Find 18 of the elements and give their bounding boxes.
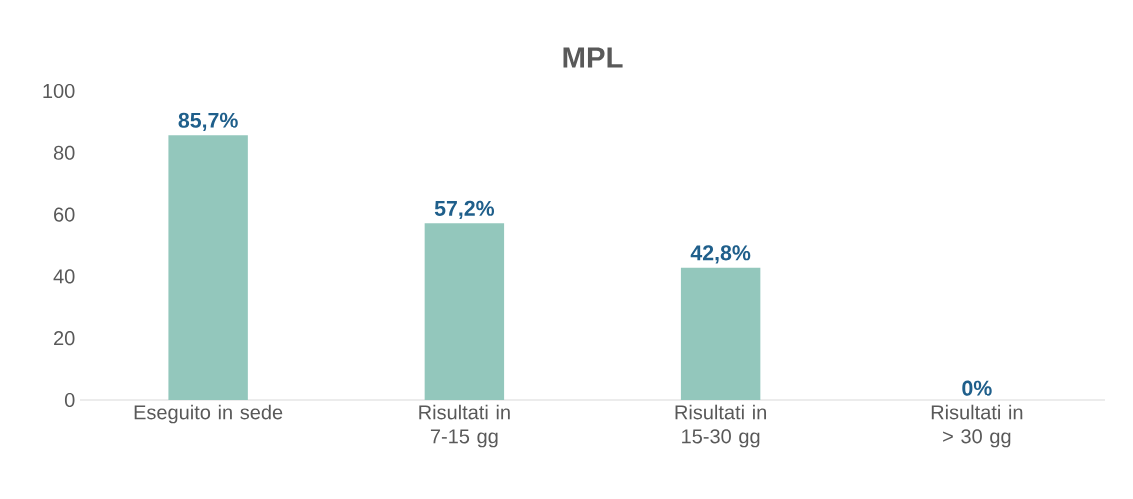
chart-title: MPL	[563, 47, 623, 68]
data-label: 0%	[962, 380, 992, 396]
bar	[680, 267, 761, 400]
y-tick-label: 40	[53, 269, 75, 284]
y-tick-label: 20	[54, 331, 75, 346]
y-tick-label: 100	[43, 83, 75, 99]
x-tick-label: Risultati in > 30 gg	[931, 404, 1023, 448]
y-tick-label: 0	[64, 392, 75, 408]
y-tick-label: 80	[53, 145, 75, 160]
x-tick-label: Risultati in 7-15 gg	[419, 404, 510, 448]
data-label: 42,8%	[690, 245, 751, 264]
bar	[424, 223, 505, 400]
y-tick-label: 60	[54, 207, 75, 222]
data-label: 57,2%	[434, 200, 495, 219]
x-tick-label: Eseguito in sede	[134, 404, 283, 424]
x-tick-label: Risultati in 15-30 gg	[675, 404, 766, 448]
data-label: 85,7%	[178, 112, 238, 131]
bar	[168, 135, 248, 400]
